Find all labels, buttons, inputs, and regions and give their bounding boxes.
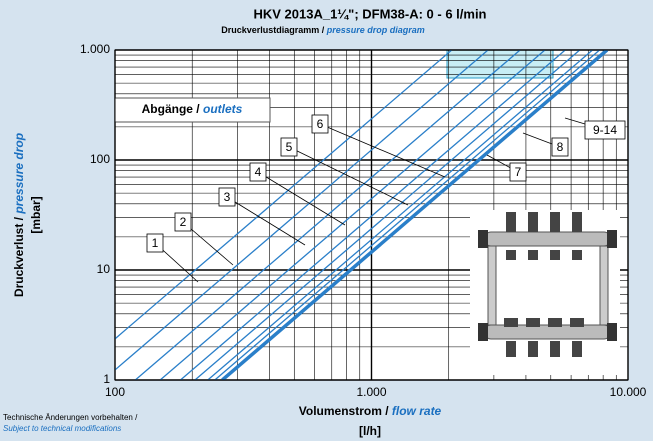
series-line xyxy=(214,50,601,380)
subtitle-de: Druckverlustdiagramm / xyxy=(221,25,325,35)
y-label-de: Druckverlust / xyxy=(12,216,26,297)
series-line xyxy=(194,50,581,380)
series-label: 6 xyxy=(317,117,324,131)
series-label: 1 xyxy=(152,236,159,250)
series-line xyxy=(221,50,609,380)
series-line xyxy=(180,50,566,380)
x-axis-unit: [l/h] xyxy=(359,424,381,438)
footnote-en: Subject to technical modifications xyxy=(3,424,121,433)
y-tick-label: 100 xyxy=(90,152,110,166)
x-label-de: Volumenstrom / xyxy=(299,404,389,418)
series-label: 4 xyxy=(255,165,262,179)
series-label-box xyxy=(551,137,569,157)
y-tick-label: 1 xyxy=(103,372,110,386)
x-tick-label: 1.000 xyxy=(356,385,386,399)
series-line xyxy=(115,50,453,340)
plot-frame xyxy=(114,49,629,381)
series-line xyxy=(115,50,489,371)
label-pointer xyxy=(226,196,306,246)
subtitle-en: pressure drop diagram xyxy=(326,25,425,35)
y-axis-label: Druckverlust / pressure drop xyxy=(12,133,26,297)
chart-subtitle: Druckverlustdiagramm / pressure drop dia… xyxy=(221,25,425,35)
x-tick-label: 10.000 xyxy=(610,385,647,399)
series-label-box xyxy=(584,120,626,140)
series-line xyxy=(134,50,521,380)
series-label: 7 xyxy=(515,165,522,179)
series-label-box xyxy=(218,187,236,207)
label-pointer xyxy=(288,146,409,206)
y-tick-label: 10 xyxy=(97,262,111,276)
highlight-area xyxy=(446,49,554,79)
label-pointer xyxy=(319,123,446,178)
series-label-box xyxy=(146,233,164,253)
series-line xyxy=(159,50,546,380)
y-axis-unit: [mbar] xyxy=(29,196,43,233)
legend-title-de: Abgänge / xyxy=(142,102,201,116)
legend-title-en: outlets xyxy=(203,102,243,116)
series-label-box xyxy=(249,162,267,182)
series-label: 3 xyxy=(224,190,231,204)
series-label-box xyxy=(509,162,527,182)
x-label-en: flow rate xyxy=(392,404,442,418)
x-axis-label: Volumenstrom / flow rate xyxy=(299,404,442,418)
legend-box xyxy=(114,97,271,123)
y-label-en: pressure drop xyxy=(12,133,26,215)
footnote-de: Technische Änderungen vorbehalten / xyxy=(3,413,138,422)
series-label-box xyxy=(311,114,329,134)
y-tick-label: 1.000 xyxy=(80,42,110,56)
series-label: 5 xyxy=(286,140,293,154)
series-label-box xyxy=(280,137,298,157)
series-label-box xyxy=(174,212,192,232)
chart-title: HKV 2013A_1¼"; DFM38-A: 0 - 6 l/min xyxy=(253,6,486,21)
series-label: 9-14 xyxy=(593,123,617,137)
manifold-image xyxy=(470,210,620,375)
label-pointer xyxy=(257,171,346,226)
x-tick-label: 100 xyxy=(105,385,125,399)
series-label: 2 xyxy=(180,215,187,229)
legend-title: Abgänge / outlets xyxy=(142,102,243,116)
series-label: 8 xyxy=(557,140,564,154)
series-line xyxy=(207,50,593,380)
